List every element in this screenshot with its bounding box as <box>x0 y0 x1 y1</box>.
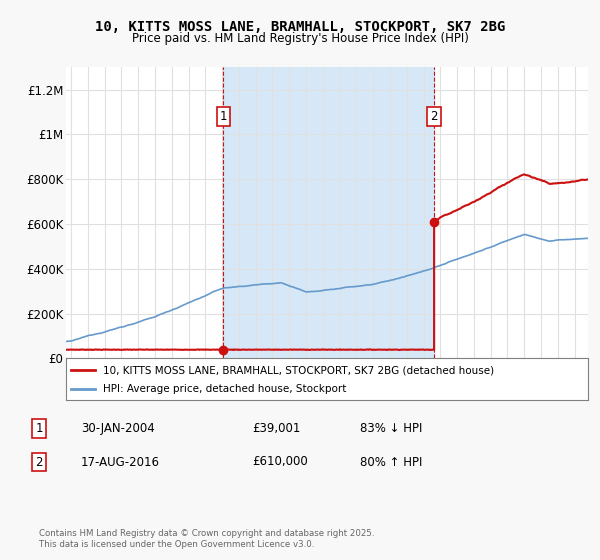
Text: 80% ↑ HPI: 80% ↑ HPI <box>360 455 422 469</box>
Text: 1: 1 <box>35 422 43 435</box>
Text: 83% ↓ HPI: 83% ↓ HPI <box>360 422 422 435</box>
Bar <box>223 67 434 358</box>
Text: 2: 2 <box>430 110 438 123</box>
Text: Price paid vs. HM Land Registry's House Price Index (HPI): Price paid vs. HM Land Registry's House … <box>131 32 469 45</box>
Text: 30-JAN-2004: 30-JAN-2004 <box>81 422 155 435</box>
Text: 1: 1 <box>220 110 227 123</box>
Text: 17-AUG-2016: 17-AUG-2016 <box>81 455 160 469</box>
Text: 2: 2 <box>35 455 43 469</box>
Text: 10, KITTS MOSS LANE, BRAMHALL, STOCKPORT, SK7 2BG (detached house): 10, KITTS MOSS LANE, BRAMHALL, STOCKPORT… <box>103 365 494 375</box>
Text: Contains HM Land Registry data © Crown copyright and database right 2025.
This d: Contains HM Land Registry data © Crown c… <box>39 529 374 549</box>
Text: HPI: Average price, detached house, Stockport: HPI: Average price, detached house, Stoc… <box>103 384 346 394</box>
Text: £610,000: £610,000 <box>252 455 308 469</box>
Text: 10, KITTS MOSS LANE, BRAMHALL, STOCKPORT, SK7 2BG: 10, KITTS MOSS LANE, BRAMHALL, STOCKPORT… <box>95 20 505 34</box>
Text: £39,001: £39,001 <box>252 422 301 435</box>
